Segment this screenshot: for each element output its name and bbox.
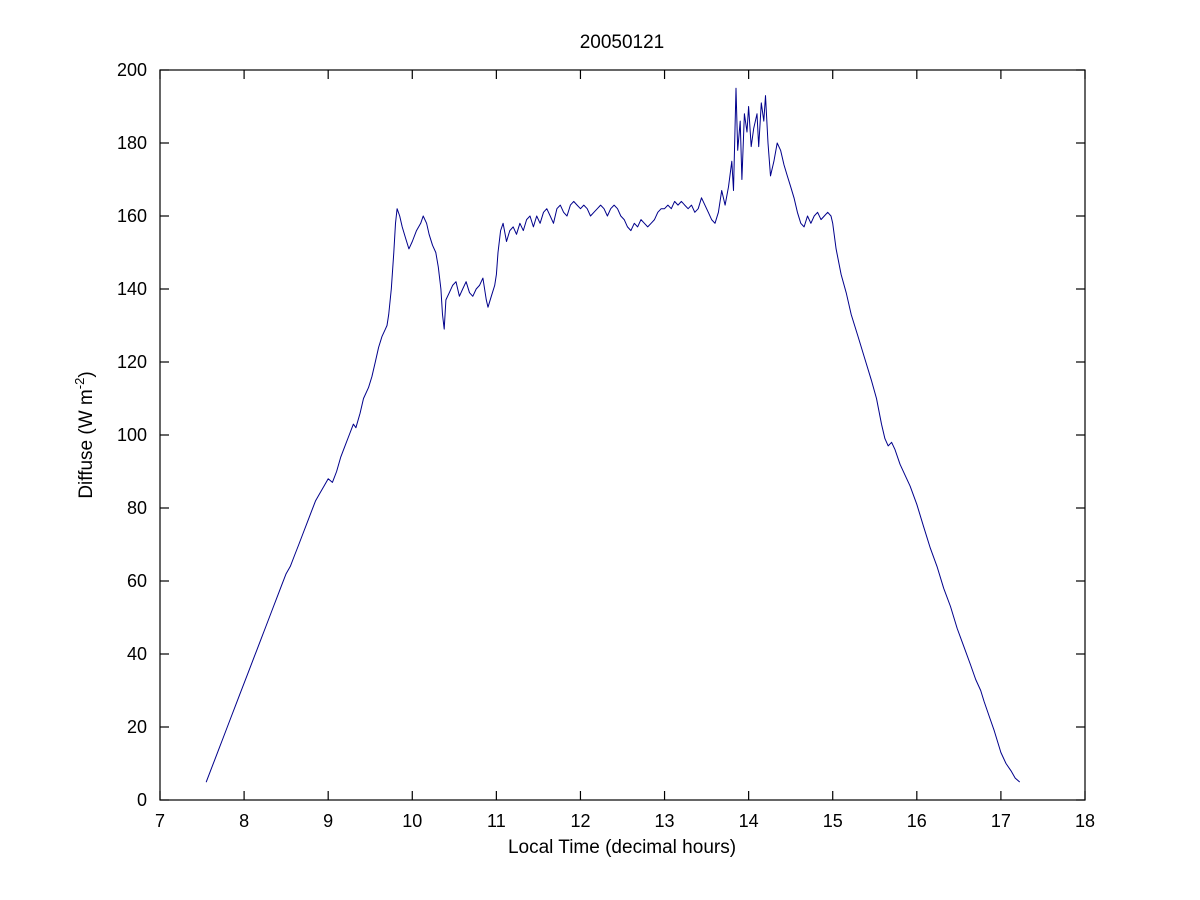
y-tick-label: 140 — [117, 279, 147, 299]
x-tick-label: 18 — [1075, 811, 1095, 831]
x-tick-label: 17 — [991, 811, 1011, 831]
x-tick-label: 12 — [570, 811, 590, 831]
y-tick-label: 80 — [127, 498, 147, 518]
chart-area: 7 8 9 10 11 12 13 14 15 16 17 180204060801001201401… — [117, 60, 1095, 831]
x-tick-label: 9 — [323, 811, 333, 831]
diffuse-series-line — [205, 87, 1020, 783]
x-tick-label: 7 — [155, 811, 165, 831]
y-axis-label-suffix: ) — [76, 371, 97, 377]
x-tick-label: 16 — [907, 811, 927, 831]
y-axis-label: Diffuse (W m-2) — [72, 371, 97, 498]
y-tick-label: 120 — [117, 352, 147, 372]
y-tick-label: 200 — [117, 60, 147, 80]
x-tick-label: 8 — [239, 811, 249, 831]
y-tick-label: 20 — [127, 717, 147, 737]
x-tick-label: 11 — [487, 811, 506, 831]
y-tick-label: 160 — [117, 206, 147, 226]
y-tick-label: 180 — [117, 133, 147, 153]
y-tick-label: 40 — [127, 644, 147, 664]
chart-title: 20050121 — [580, 32, 665, 53]
y-tick-label: 100 — [117, 425, 147, 445]
x-tick-label: 13 — [655, 811, 675, 831]
y-tick-label: 60 — [127, 571, 147, 591]
x-tick-label: 14 — [739, 811, 759, 831]
y-axis-label-superscript: -2 — [72, 378, 87, 390]
x-tick-label: 15 — [823, 811, 843, 831]
y-axis-label-prefix: Diffuse (W m — [76, 389, 97, 498]
x-axis-label: Local Time (decimal hours) — [508, 837, 736, 858]
y-tick-label: 0 — [137, 790, 147, 810]
axes-box — [159, 69, 1086, 801]
x-tick-label: 10 — [402, 811, 422, 831]
